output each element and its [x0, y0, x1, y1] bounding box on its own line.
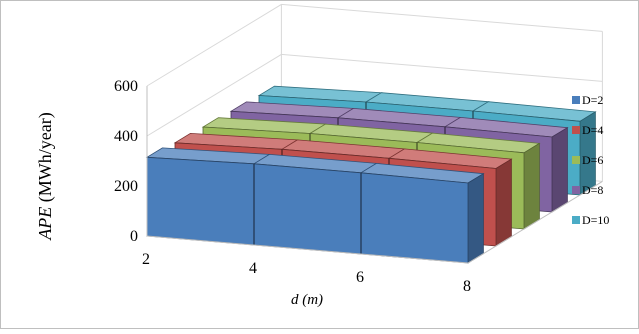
x-axis-label-symbol: d [291, 292, 299, 308]
y-tick-label: 600 [114, 78, 138, 95]
x-tick-label: 2 [142, 251, 150, 268]
ribbon-end-face [523, 142, 540, 230]
axes [146, 86, 603, 264]
legend: D=2 D=4 D=6 D=8 D=10 [572, 93, 609, 227]
y-axis-label-unit: (MWh/year) [35, 112, 56, 206]
x-axis-label: d (m) [291, 292, 323, 308]
x-tick-label: 8 [463, 278, 471, 295]
legend-label: D=10 [582, 213, 609, 227]
x-tick-label: 4 [249, 260, 257, 277]
depth-axis-line [467, 180, 603, 264]
x-tick-labels: 2 4 6 8 [142, 251, 471, 295]
legend-label: D=4 [582, 123, 603, 137]
y-tick-label: 200 [114, 178, 138, 195]
legend-swatch [572, 186, 580, 194]
ribbon-end-face [467, 172, 484, 264]
y-tick-label: 0 [130, 228, 138, 245]
legend-swatch [572, 156, 580, 164]
legend-swatch [572, 126, 580, 134]
legend-swatch [572, 216, 580, 224]
x-axis-line [146, 235, 469, 264]
y-tick-labels: 0 200 400 600 [114, 78, 138, 245]
y-axis-label-symbol: APE [35, 207, 55, 241]
ribbon-end-face [551, 126, 568, 213]
series-ribbons [145, 85, 597, 264]
ribbon-end-face [495, 158, 512, 247]
legend-label: D=8 [582, 183, 603, 197]
legend-label: D=6 [582, 153, 603, 167]
y-axis-label: APE (MWh/year) [35, 112, 56, 240]
x-tick-label: 6 [356, 269, 364, 286]
y-tick-label: 400 [114, 128, 138, 145]
legend-label: D=2 [582, 93, 603, 107]
legend-swatch [572, 96, 580, 104]
x-axis-label-unit: (m) [298, 292, 323, 308]
